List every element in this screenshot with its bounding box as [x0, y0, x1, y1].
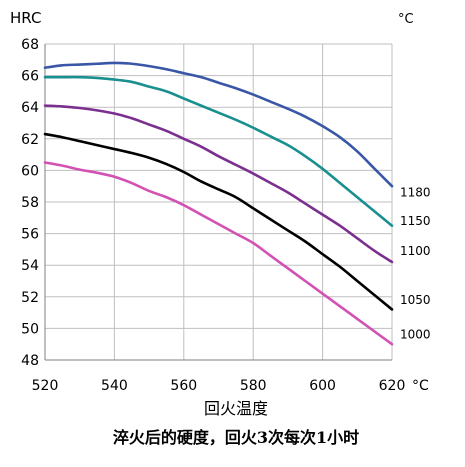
series-lines	[43, 61, 394, 346]
series-label-1180: 1180	[400, 186, 431, 200]
y-tick-label: 58	[21, 195, 39, 211]
tick-labels: 48 50 52 54 56 58 60 62 64 66 68 520 540 560 580 600 620	[21, 37, 405, 394]
series-line-1180	[43, 61, 394, 188]
y-tick-label: 68	[21, 37, 39, 53]
x-tick-label: 620	[379, 378, 406, 394]
series-label-1150: 1150	[400, 214, 431, 228]
y-axis-title: HRC	[10, 9, 41, 27]
y-tick-label: 48	[21, 353, 39, 369]
y-tick-label: 52	[21, 290, 39, 306]
series-line-1100	[43, 104, 394, 264]
y-tick-label: 50	[21, 321, 39, 337]
y-tick-label: 66	[21, 69, 39, 85]
y-tick-label: 64	[21, 100, 39, 116]
x-axis-title: 回火温度	[204, 399, 268, 418]
series-line-1150	[43, 75, 394, 227]
y-tick-label: 60	[21, 163, 39, 179]
y-tick-label: 62	[21, 132, 39, 148]
chart-caption: 淬火后的硬度，回火3次每次1小时	[113, 428, 359, 447]
series-line-1050	[43, 132, 394, 311]
unit-label-top: °C	[398, 12, 414, 27]
x-tick-label: 600	[309, 378, 336, 394]
series-label-1050: 1050	[400, 293, 431, 307]
x-tick-label: 520	[32, 378, 59, 394]
y-tick-label: 54	[21, 258, 39, 274]
series-line-1000	[43, 161, 394, 346]
series-labels: 1180 1150 1100 1050 1000	[400, 186, 431, 342]
x-tick-label: 540	[101, 378, 128, 394]
grid-lines	[44, 43, 393, 361]
y-tick-label: 56	[21, 227, 39, 243]
axes	[44, 44, 392, 361]
x-tick-label: 580	[240, 378, 267, 394]
x-tick-label: 560	[170, 378, 197, 394]
x-axis-unit: °C	[412, 378, 429, 394]
series-label-1100: 1100	[400, 244, 431, 258]
series-label-1000: 1000	[400, 328, 431, 342]
